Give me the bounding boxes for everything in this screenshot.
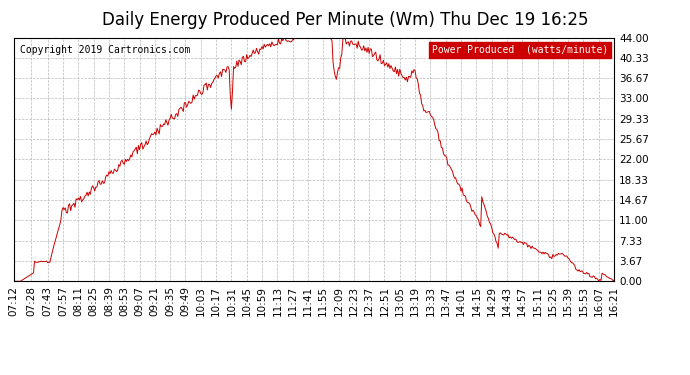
Text: Daily Energy Produced Per Minute (Wm) Thu Dec 19 16:25: Daily Energy Produced Per Minute (Wm) Th… [101,11,589,29]
Text: Copyright 2019 Cartronics.com: Copyright 2019 Cartronics.com [20,45,190,55]
Text: Power Produced  (watts/minute): Power Produced (watts/minute) [432,45,608,55]
